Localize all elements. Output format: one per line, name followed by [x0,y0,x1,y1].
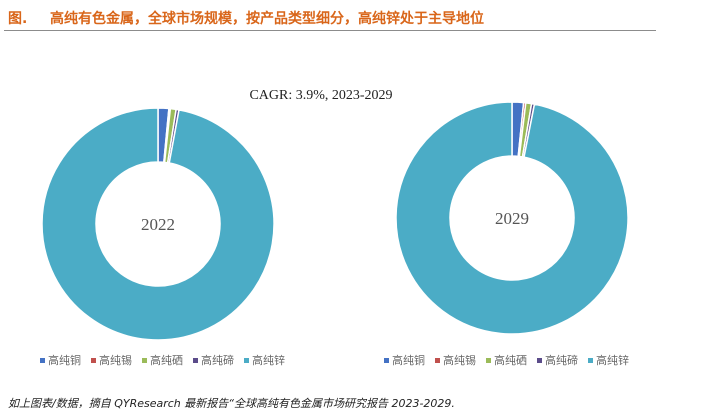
legend-label: 高纯碲 [545,354,578,367]
source-note: 如上图表/数据，摘自 QYResearch 最新报告“全球高纯有色金属市场研究报… [8,397,455,410]
legend-item: 高纯锡 [435,352,476,368]
legend-label: 高纯硒 [494,354,527,367]
legend-label: 高纯铜 [48,354,81,367]
legend-item: 高纯铜 [40,352,81,368]
legend-label: 高纯锡 [443,354,476,367]
figure-header: 图. 高纯有色金属，全球市场规模，按产品类型细分，高纯锌处于主导地位 [4,6,656,31]
legend-item: 高纯铜 [384,352,425,368]
legend-swatch [40,357,45,363]
legend-label: 高纯硒 [150,354,183,367]
legend-item: 高纯锡 [91,352,132,368]
legend-item: 高纯碲 [537,352,578,368]
legend-swatch [193,357,198,363]
donut-slice-2022-4 [41,107,275,341]
legend-item: 高纯碲 [193,352,234,368]
legend-label: 高纯碲 [201,354,234,367]
center-label-2029: 2029 [495,209,529,228]
legend-swatch [142,357,147,363]
legend-label: 高纯锌 [596,354,629,367]
figure-title: 高纯有色金属，全球市场规模，按产品类型细分，高纯锌处于主导地位 [50,11,484,27]
legend-item: 高纯硒 [142,352,183,368]
legend-label: 高纯铜 [392,354,425,367]
legend-label: 高纯锡 [99,354,132,367]
cagr-annotation: CAGR: 3.9%, 2023-2029 [249,88,393,103]
legend-swatch [486,357,491,363]
legend-swatch [384,357,389,363]
legend-swatch [588,357,593,363]
legend-2022: 高纯铜 高纯锡 高纯硒 高纯碲 高纯锌 [40,352,285,368]
legend-2029: 高纯铜 高纯锡 高纯硒 高纯碲 高纯锌 [384,352,629,368]
legend-item: 高纯锌 [244,352,285,368]
legend-swatch [91,357,96,363]
legend-swatch [244,357,249,363]
donut-slice-2029-4 [395,101,629,335]
legend-label: 高纯锌 [252,354,285,367]
legend-swatch [435,357,440,363]
figure-label: 图. [8,11,28,27]
legend-item: 高纯锌 [588,352,629,368]
legend-item: 高纯硒 [486,352,527,368]
legend-swatch [537,357,542,363]
center-label-2022: 2022 [141,215,175,234]
